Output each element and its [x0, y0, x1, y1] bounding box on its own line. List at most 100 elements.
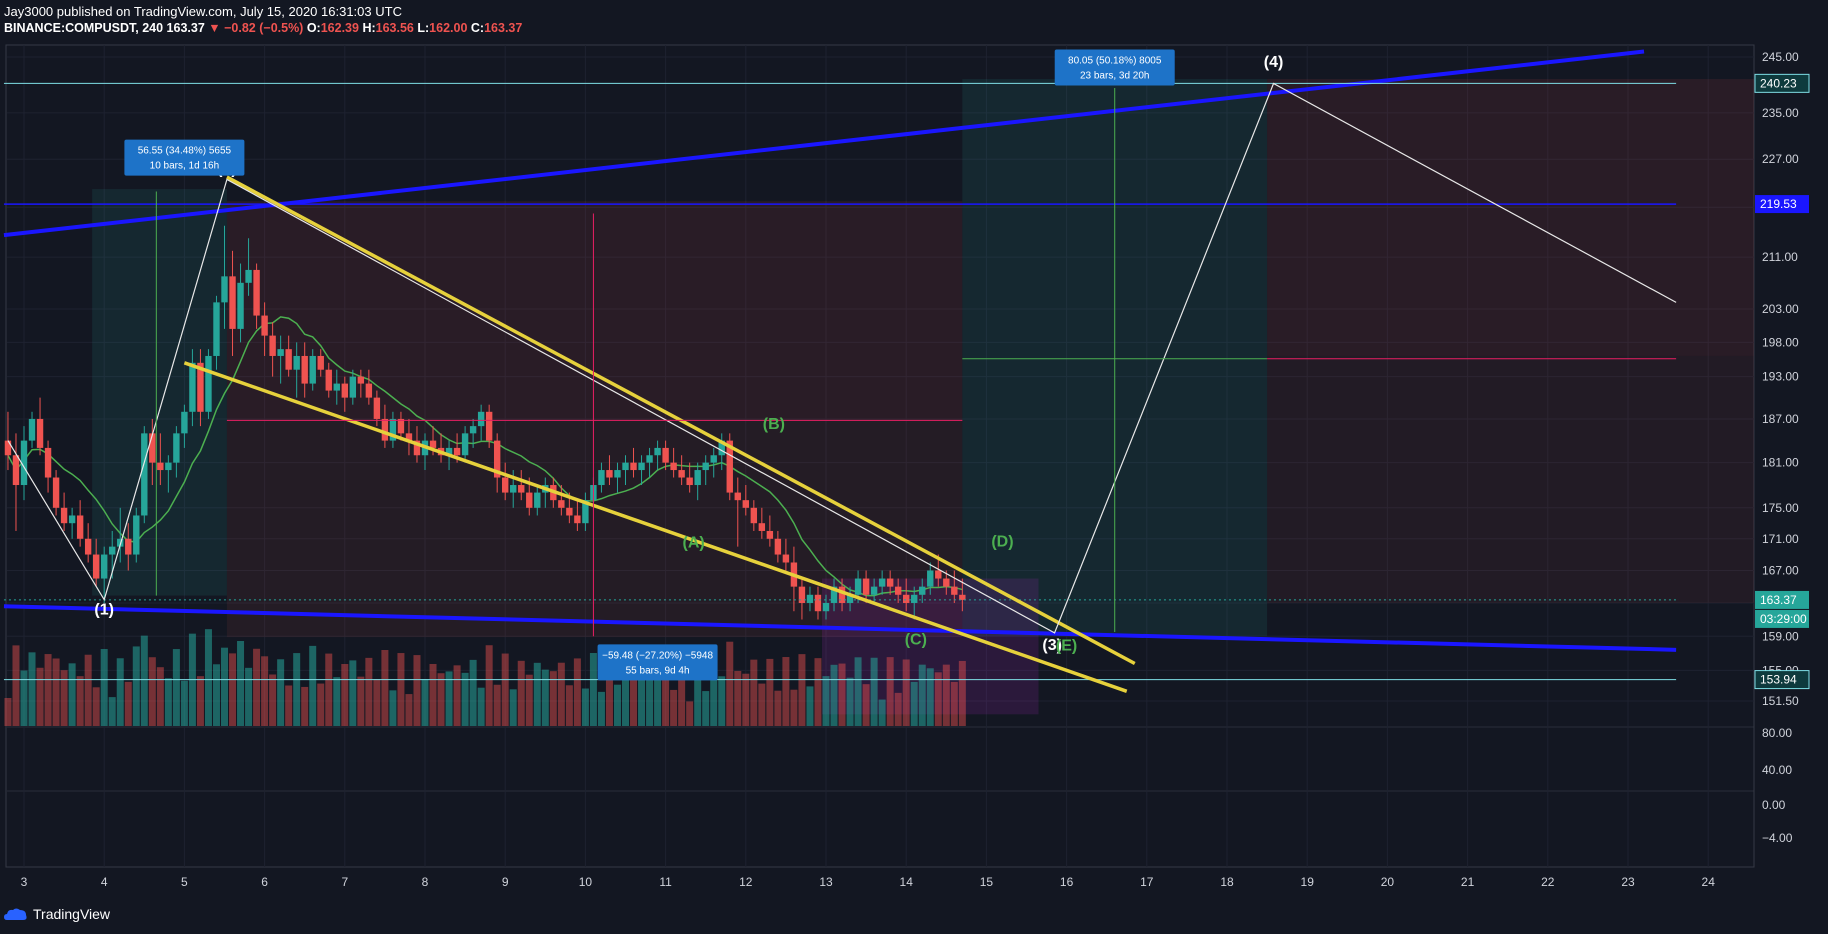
candle-body: [903, 594, 910, 603]
candle-body: [614, 470, 621, 478]
volume-bar: [822, 676, 830, 726]
candle-body: [325, 369, 332, 391]
y-tick-label: 198.00: [1762, 335, 1799, 349]
volume-bar: [221, 647, 228, 726]
x-tick-label: 21: [1461, 875, 1475, 889]
volume-bar: [798, 654, 806, 726]
price-badge-label: 153.94: [1760, 673, 1797, 687]
volume-bar: [180, 680, 188, 726]
x-tick-label: 19: [1301, 875, 1315, 889]
volume-bar: [654, 679, 662, 726]
volume-bar: [44, 654, 52, 726]
candle-body: [413, 440, 421, 456]
candle-body: [566, 507, 573, 516]
x-tick-label: 4: [101, 875, 108, 889]
last-price: 163.37: [166, 21, 205, 35]
y-tick-label: 211.00: [1762, 250, 1798, 264]
volume-bar: [349, 660, 357, 726]
candle-body: [429, 440, 437, 448]
candle-body: [710, 455, 717, 463]
x-tick-label: 12: [739, 875, 753, 889]
volume-bar: [461, 672, 469, 726]
candle-body: [822, 602, 830, 612]
candle-body: [357, 376, 365, 384]
volume-bar: [325, 653, 333, 726]
volume-bar: [341, 663, 349, 726]
candle-body: [838, 586, 846, 603]
volume-bar: [934, 672, 942, 726]
candle-body: [502, 477, 509, 493]
candle-body: [293, 355, 300, 370]
candle-body: [718, 440, 725, 456]
volume-bar: [301, 686, 309, 726]
candle-body: [12, 455, 20, 486]
price-badge: [1755, 609, 1809, 628]
volume-bar: [12, 645, 20, 726]
wave-label: (D): [991, 534, 1013, 551]
candle-body: [814, 594, 822, 612]
candle-body: [173, 433, 180, 463]
measure-box-line2: 23 bars, 3d 20h: [1080, 71, 1150, 82]
candle-body: [774, 538, 782, 555]
volume-bar: [557, 662, 565, 726]
x-tick-label: 22: [1541, 875, 1555, 889]
volume-bar: [76, 676, 84, 726]
volume-bar: [622, 663, 629, 726]
down-arrow-icon: ▼: [208, 21, 221, 35]
candle-body: [277, 349, 284, 356]
volume-bar: [389, 690, 397, 726]
candle-body: [349, 376, 357, 398]
candle-body: [333, 383, 340, 391]
volume-bar: [196, 676, 204, 726]
macd-pane[interactable]: [7, 792, 1754, 867]
volume-bar: [397, 653, 405, 726]
candle-body: [165, 462, 172, 471]
price-change: −0.82 (−0.5%): [224, 21, 304, 35]
candle-body: [365, 383, 373, 398]
candle-body: [469, 426, 477, 434]
volume-bar: [870, 657, 878, 726]
volume-bar: [750, 659, 758, 726]
candle-body: [782, 554, 790, 563]
indicator-tick-label: 80.00: [1762, 726, 1792, 740]
candle-body: [927, 570, 934, 587]
wave-label: (3): [1042, 637, 1062, 654]
volume-bar: [541, 669, 549, 726]
y-tick-label: 187.00: [1762, 412, 1799, 426]
candle-body: [886, 578, 894, 587]
volume-bar: [317, 683, 325, 726]
volume-bar: [718, 676, 726, 726]
candle-body: [68, 515, 76, 524]
candle-body: [662, 447, 669, 463]
candle-body: [285, 349, 292, 370]
x-tick-label: 17: [1140, 875, 1154, 889]
y-tick-label: 245.00: [1762, 50, 1799, 64]
rsi-pane[interactable]: [7, 728, 1754, 790]
volume-bar: [758, 683, 766, 726]
volume-bar: [742, 673, 750, 726]
wave-labels: (1)(2)(3)(4)(A)(B)(C)(D)(E): [94, 54, 1283, 655]
candle-body: [453, 447, 461, 456]
tradingview-logo[interactable]: TradingView: [4, 906, 110, 922]
candle-body: [598, 470, 605, 486]
candle-body: [109, 546, 116, 555]
volume-bar: [517, 660, 525, 726]
candle-body: [149, 433, 156, 463]
volume-bar: [662, 656, 670, 726]
volume-bar: [838, 663, 846, 726]
x-tick-label: 9: [502, 875, 509, 889]
candle-body: [189, 362, 196, 412]
volume-bar: [237, 640, 245, 726]
x-tick-label: 13: [819, 875, 833, 889]
candle-body: [36, 418, 44, 448]
volume-bar: [229, 653, 237, 726]
x-tick-label: 23: [1621, 875, 1635, 889]
candle-body: [943, 578, 950, 587]
zone: [226, 201, 963, 419]
candle-body: [405, 433, 413, 441]
brand-name: TradingView: [33, 906, 111, 922]
candle-body: [381, 418, 389, 441]
wave-label: (C): [905, 632, 927, 649]
volume-bar: [277, 659, 285, 726]
